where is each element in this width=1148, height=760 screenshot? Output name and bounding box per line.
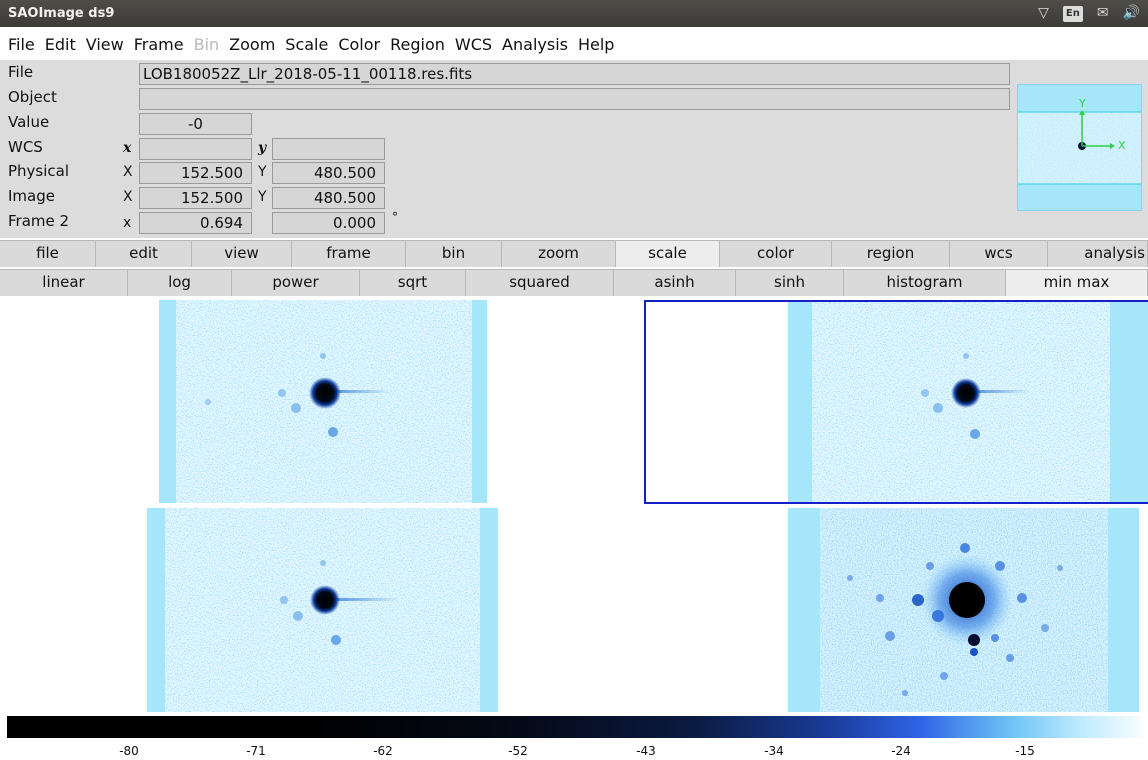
menu-scale[interactable]: Scale [285,34,329,54]
colorbar-tick-label: -24 [891,744,911,758]
system-tray: ▽ En ✉ 🔊 [1038,0,1148,27]
colorbar-tick-label: -15 [1015,744,1035,758]
scale-button-bar: linear log power sqrt squared asinh sinh… [0,269,1148,296]
button-color[interactable]: color [720,241,832,267]
frame-1-image [159,300,487,503]
wcs-label: WCS [8,138,43,156]
button-scale[interactable]: scale [616,241,720,267]
physical-y-axis-label: Y [258,164,267,180]
value-label: Value [8,113,50,131]
button-frame[interactable]: frame [292,241,406,267]
current-frame-highlight [644,300,1148,504]
menu-bin: Bin [193,34,220,54]
image-x-axis-label: X [123,189,133,205]
wifi-icon[interactable]: ▽ [1038,5,1049,21]
button-zoom[interactable]: zoom [502,241,616,267]
scale-power-button[interactable]: power [232,270,360,296]
file-label: File [8,63,34,81]
frame-2-image [788,300,1148,504]
physical-x-axis-label: X [123,164,133,180]
menu-file[interactable]: File [8,34,35,54]
volume-icon[interactable]: 🔊 [1122,5,1140,21]
window-title: SAOImage ds9 [8,6,115,21]
pixel-value-field: -0 [139,113,252,135]
wcs-y-axis-label: y [258,140,267,156]
button-view[interactable]: view [192,241,292,267]
button-wcs[interactable]: wcs [950,241,1048,267]
image-y-axis-label: Y [258,189,267,205]
mail-icon[interactable]: ✉ [1096,5,1109,21]
panner-thumbnail[interactable]: X Y [1017,84,1142,211]
colorbar[interactable] [7,716,1148,738]
image-frames-area[interactable] [0,298,1148,716]
panner-x-label: X [1118,139,1126,152]
scale-sinh-button[interactable]: sinh [736,270,844,296]
button-bar: file edit view frame bin zoom scale colo… [0,240,1148,267]
scale-linear-button[interactable]: linear [0,270,128,296]
button-analysis[interactable]: analysis [1048,241,1148,267]
menu-region[interactable]: Region [390,34,445,54]
panner-image [1018,85,1141,210]
frame-zoom-field: 0.694 [139,212,252,234]
file-name-field: LOB180052Z_Llr_2018-05-11_00118.res.fits [139,63,1010,85]
object-field [139,88,1010,110]
menu-view[interactable]: View [85,34,124,54]
image-y-field: 480.500 [272,187,385,209]
wcs-x-field [139,138,252,160]
colorbar-tick-label: -34 [764,744,784,758]
menu-frame[interactable]: Frame [133,34,184,54]
button-region[interactable]: region [832,241,950,267]
colorbar-tick-label: -80 [119,744,139,758]
info-panel: File LOB180052Z_Llr_2018-05-11_00118.res… [0,60,1148,238]
colorbar-tick-label: -43 [636,744,656,758]
scale-squared-button[interactable]: squared [466,270,614,296]
colorbar-tick-label: -62 [373,744,393,758]
title-bar: SAOImage ds9 ▽ En ✉ 🔊 [0,0,1148,27]
scale-asinh-button[interactable]: asinh [614,270,736,296]
frame-x-axis-label: x [123,215,132,231]
menu-analysis[interactable]: Analysis [502,34,568,54]
menu-edit[interactable]: Edit [44,34,76,54]
scale-histogram-button[interactable]: histogram [844,270,1006,296]
button-edit[interactable]: edit [96,241,192,267]
frame-angle-unit: ° [392,210,398,224]
button-file[interactable]: file [0,241,96,267]
wcs-x-axis-label: x [123,140,132,156]
scale-sqrt-button[interactable]: sqrt [360,270,466,296]
frame-3-image [147,508,498,712]
wcs-y-field [272,138,385,160]
frame-4-image [788,508,1139,712]
menu-color[interactable]: Color [338,34,381,54]
scale-minmax-button[interactable]: min max [1006,270,1148,296]
frames-canvas [147,300,1148,712]
frame-angle-field: 0.000 [272,212,385,234]
image-label: Image [8,187,55,205]
physical-x-field: 152.500 [139,162,252,184]
menu-zoom[interactable]: Zoom [229,34,276,54]
button-bin[interactable]: bin [406,241,502,267]
scale-log-button[interactable]: log [128,270,232,296]
image-x-field: 152.500 [139,187,252,209]
menu-wcs[interactable]: WCS [454,34,493,54]
colorbar-tick-label: -52 [508,744,528,758]
physical-label: Physical [8,162,70,180]
object-label: Object [8,88,57,106]
menu-bar: File Edit View Frame Bin Zoom Scale Colo… [0,31,619,57]
physical-y-field: 480.500 [272,162,385,184]
colorbar-tick-label: -71 [246,744,266,758]
frame-label: Frame 2 [8,212,70,230]
panner-y-label: Y [1079,97,1086,110]
keyboard-language-indicator[interactable]: En [1062,5,1083,22]
menu-help[interactable]: Help [577,34,615,54]
